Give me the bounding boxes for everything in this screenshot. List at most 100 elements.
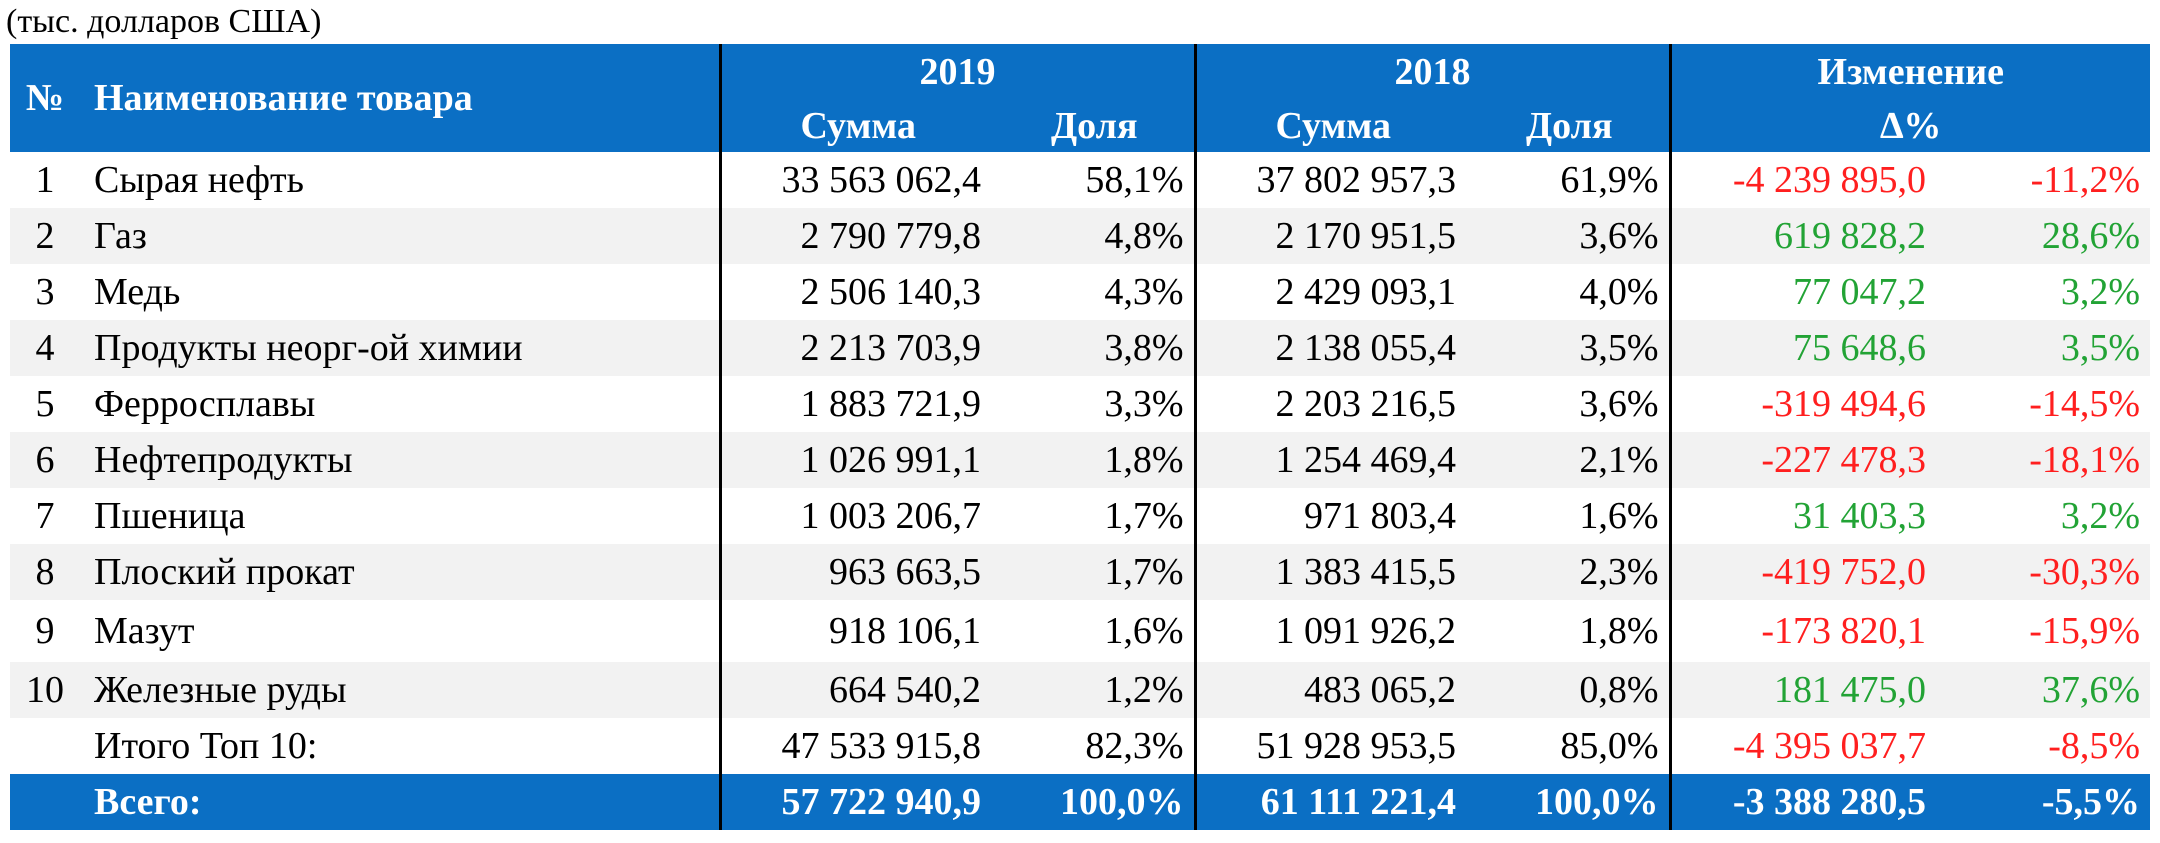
table-row: 2 Газ 2 790 779,8 4,8% 2 170 951,5 3,6% …	[10, 208, 2150, 264]
header-delta: ∆%	[1668, 100, 2150, 152]
row-change-pct: 37,6%	[1940, 662, 2150, 718]
row-name: Железные руды	[80, 662, 720, 718]
total-share-2019: 100,0%	[995, 774, 1195, 830]
table-body: 1 Сырая нефть 33 563 062,4 58,1% 37 802 …	[10, 152, 2150, 830]
total-sum-2019: 57 722 940,9	[718, 774, 995, 830]
row-share-2019: 1,7%	[995, 544, 1195, 600]
row-share-2019: 1,7%	[1104, 495, 1184, 537]
row-name: Пшеница	[94, 495, 246, 537]
row-name: Сырая нефть	[94, 159, 304, 201]
total-share-2018: 100,0%	[1470, 774, 1670, 830]
row-share-2018: 2,3%	[1470, 544, 1670, 600]
header-change: Изменение	[1668, 44, 2150, 100]
unit-caption: (тыс. долларов США)	[6, 3, 322, 40]
row-change: -419 752,0	[1668, 544, 1940, 600]
row-name: Продукты неорг-ой химии	[80, 320, 720, 376]
subtotal-sum-2019: 47 533 915,8	[718, 718, 995, 774]
total-sum-2018: 61 111 221,4	[1193, 774, 1470, 830]
row-sum-2018: 483 065,2	[1193, 662, 1470, 718]
subtotal-label: Итого Топ 10:	[94, 725, 318, 767]
export-table: № Наименование товара 2019 2018 Изменени…	[10, 44, 2150, 830]
row-sum-2019: 2 506 140,3	[718, 264, 995, 320]
row-num: 6	[10, 432, 80, 488]
table-row: 7 Пшеница 1 003 206,7 1,7% 971 803,4 1,6…	[10, 488, 2150, 544]
row-sum-2018: 2 170 951,5	[1193, 208, 1470, 264]
subtotal-sum-2018: 51 928 953,5	[1193, 718, 1470, 774]
row-sum-2018: 1 254 469,4	[1193, 432, 1470, 488]
row-change: 77 047,2	[1668, 264, 1940, 320]
total-row: Всего: 57 722 940,9 100,0% 61 111 221,4 …	[10, 774, 2150, 830]
row-share-2019: 4,8%	[995, 208, 1195, 264]
subtotal-share-2018: 85,0%	[1560, 725, 1659, 767]
row-num: 7	[35, 495, 55, 537]
row-change-pct: -11,2%	[2030, 159, 2140, 201]
row-share-2019: 1,8%	[995, 432, 1195, 488]
row-sum-2019: 2 790 779,8	[718, 208, 995, 264]
row-change: -227 478,3	[1668, 432, 1940, 488]
row-num: 10	[10, 662, 80, 718]
header-year-2019: 2019	[718, 44, 1195, 100]
total-num	[10, 774, 80, 830]
header-num: №	[10, 44, 80, 152]
row-sum-2018: 37 802 957,3	[1193, 152, 1470, 208]
row-sum-2019: 664 540,2	[718, 662, 995, 718]
row-share-2019: 3,8%	[995, 320, 1195, 376]
header-share-2019: Доля	[995, 100, 1195, 152]
row-change-pct: -15,9%	[2029, 610, 2140, 652]
subtotal-num	[10, 718, 80, 774]
row-share-2018: 61,9%	[1560, 159, 1659, 201]
table-row: 8 Плоский прокат 963 663,5 1,7% 1 383 41…	[10, 544, 2150, 600]
row-change: -319 494,6	[1668, 376, 1940, 432]
row-name: Мазут	[94, 610, 195, 652]
row-change-pct: 3,2%	[2060, 271, 2140, 313]
row-change: -4 239 895,0	[1668, 152, 1940, 208]
row-share-2019: 3,3%	[1104, 383, 1184, 425]
row-change-pct: -30,3%	[1940, 544, 2150, 600]
row-sum-2019: 918 106,1	[718, 600, 995, 662]
row-change-pct: -14,5%	[2029, 383, 2140, 425]
row-change: 75 648,6	[1668, 320, 1940, 376]
row-sum-2018: 971 803,4	[1193, 488, 1470, 544]
header-sum-2018: Сумма	[1193, 100, 1470, 152]
row-share-2018: 1,8%	[1579, 610, 1659, 652]
subtotal-change: -4 395 037,7	[1668, 718, 1940, 774]
row-num: 9	[35, 610, 55, 652]
row-sum-2018: 2 429 093,1	[1193, 264, 1470, 320]
table-row: 4 Продукты неорг-ой химии 2 213 703,9 3,…	[10, 320, 2150, 376]
header-year-2018: 2018	[1193, 44, 1670, 100]
table-row: 6 Нефтепродукты 1 026 991,1 1,8% 1 254 4…	[10, 432, 2150, 488]
header-sum-2019: Сумма	[718, 100, 995, 152]
subtotal-row: Итого Топ 10: 47 533 915,8 82,3% 51 928 …	[10, 718, 2150, 774]
row-sum-2018: 1 091 926,2	[1193, 600, 1470, 662]
row-share-2018: 3,6%	[1579, 383, 1659, 425]
row-share-2018: 3,5%	[1470, 320, 1670, 376]
subtotal-change-pct: -8,5%	[2048, 725, 2140, 767]
row-share-2019: 1,2%	[995, 662, 1195, 718]
total-change-pct: -5,5%	[1940, 774, 2150, 830]
row-num: 8	[10, 544, 80, 600]
row-sum-2019: 963 663,5	[718, 544, 995, 600]
row-change: -173 820,1	[1668, 600, 1940, 662]
row-share-2018: 1,6%	[1579, 495, 1659, 537]
table-row: 9 Мазут 918 106,1 1,6% 1 091 926,2 1,8% …	[10, 600, 2150, 662]
row-num: 3	[35, 271, 55, 313]
row-change: 181 475,0	[1668, 662, 1940, 718]
header-row-top: № Наименование товара 2019 2018 Изменени…	[10, 44, 2150, 152]
table-header: № Наименование товара 2019 2018 Изменени…	[10, 44, 2150, 152]
row-share-2018: 3,6%	[1470, 208, 1670, 264]
row-sum-2018: 2 138 055,4	[1193, 320, 1470, 376]
header-row-sub: Сумма Доля Сумма Доля ∆%	[10, 100, 2150, 152]
subtotal-share-2019: 82,3%	[1085, 725, 1184, 767]
table-row: 5 Ферросплавы 1 883 721,9 3,3% 2 203 216…	[10, 376, 2150, 432]
row-name: Нефтепродукты	[80, 432, 720, 488]
row-num: 4	[10, 320, 80, 376]
table-row: 3 Медь 2 506 140,3 4,3% 2 429 093,1 4,0%…	[10, 264, 2150, 320]
row-share-2018: 2,1%	[1470, 432, 1670, 488]
row-change: 619 828,2	[1668, 208, 1940, 264]
row-share-2019: 4,3%	[1104, 271, 1184, 313]
row-num: 5	[35, 383, 55, 425]
table-row: 1 Сырая нефть 33 563 062,4 58,1% 37 802 …	[10, 152, 2150, 208]
row-share-2019: 58,1%	[1085, 159, 1184, 201]
row-sum-2019: 1 883 721,9	[718, 376, 995, 432]
row-num: 2	[10, 208, 80, 264]
